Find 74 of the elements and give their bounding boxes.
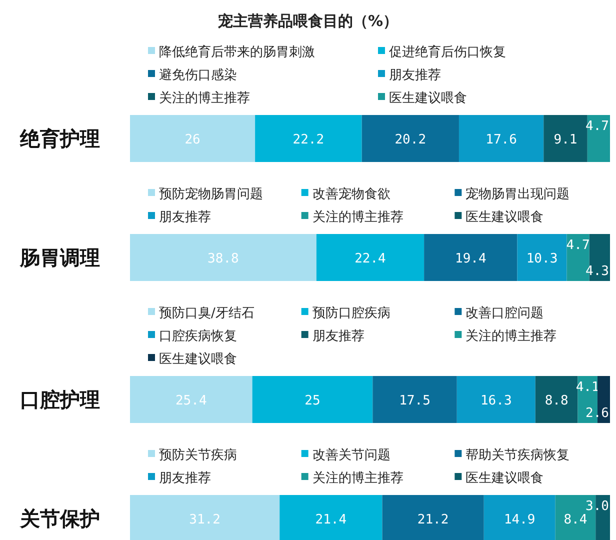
bar bbox=[280, 495, 382, 540]
legend-label: 预防口腔疾病 bbox=[312, 306, 390, 321]
legend-label: 宠物肠胃出现问题 bbox=[466, 187, 570, 202]
legend-label: 关注的博主推荐 bbox=[466, 328, 557, 344]
data-label: 4.3 bbox=[586, 264, 609, 279]
legend-label: 关注的博主推荐 bbox=[312, 209, 404, 225]
legend-label: 医生建议喂食 bbox=[389, 91, 467, 106]
y-tick-label: 绝育护理 bbox=[19, 126, 100, 150]
bar bbox=[255, 115, 362, 162]
data-label: 26 bbox=[184, 132, 200, 148]
data-label: 14.9 bbox=[504, 512, 536, 528]
bar bbox=[458, 115, 544, 162]
data-label: 4.7 bbox=[566, 238, 590, 253]
data-label: 38.8 bbox=[208, 252, 239, 266]
legend-label: 朋友推荐 bbox=[159, 210, 211, 225]
data-label: 21.4 bbox=[315, 512, 347, 528]
legend-label: 降低绝育后带来的肠胃刺激 bbox=[159, 44, 315, 60]
bar bbox=[456, 376, 536, 423]
bar bbox=[424, 234, 518, 281]
bar bbox=[130, 234, 316, 281]
bar bbox=[362, 115, 459, 162]
legend-label: 促进绝育后伤口恢复 bbox=[389, 44, 506, 60]
legend-label: 预防口臭/牙结石 bbox=[159, 306, 254, 321]
data-label: 17.6 bbox=[486, 132, 517, 148]
chart-title: 宠主营养品喂食目的（%） bbox=[216, 12, 398, 30]
bar bbox=[587, 115, 610, 162]
legend-label: 预防宠物肠胃问题 bbox=[159, 187, 263, 202]
data-label: 25.4 bbox=[175, 394, 207, 408]
data-label: 8.8 bbox=[544, 394, 568, 408]
y-tick-label: 口腔护理 bbox=[20, 388, 100, 412]
bar bbox=[130, 376, 252, 423]
bar bbox=[382, 495, 484, 540]
data-label: 17.5 bbox=[399, 394, 430, 408]
legend-label: 关注的博主推荐 bbox=[159, 90, 250, 106]
data-label: 9.1 bbox=[554, 132, 578, 148]
legend-label: 改善口腔问题 bbox=[466, 305, 544, 321]
data-label: 31.2 bbox=[189, 512, 220, 528]
data-label: 10.3 bbox=[526, 252, 558, 266]
data-label: 16.3 bbox=[480, 394, 512, 408]
data-label: 20.2 bbox=[394, 132, 426, 148]
data-label: 8.4 bbox=[564, 512, 588, 528]
bar bbox=[252, 376, 373, 423]
bar bbox=[130, 495, 280, 540]
legend-label: 避免伤口感染 bbox=[159, 68, 237, 83]
legend-label: 医生建议喂食 bbox=[466, 210, 544, 225]
legend-label: 口腔疾病恢复 bbox=[159, 329, 237, 344]
legend-label: 帮助关节疾病恢复 bbox=[466, 448, 570, 463]
data-label: 25 bbox=[304, 394, 320, 408]
data-label: 22.4 bbox=[354, 252, 386, 266]
y-tick-label: 肠胃调理 bbox=[19, 246, 100, 270]
legend-label: 朋友推荐 bbox=[312, 329, 364, 344]
data-label: 22.2 bbox=[292, 132, 324, 148]
data-label: 3.0 bbox=[586, 499, 609, 514]
legend-label: 关注的博主推荐 bbox=[312, 470, 404, 486]
legend-label: 预防关节疾病 bbox=[159, 448, 237, 463]
legend-label: 朋友推荐 bbox=[389, 68, 441, 83]
legend-label: 朋友推荐 bbox=[159, 471, 211, 486]
legend-label: 医生建议喂食 bbox=[159, 352, 237, 367]
bar bbox=[535, 376, 578, 423]
bar bbox=[372, 376, 457, 423]
bar bbox=[130, 115, 256, 162]
legend-label: 医生建议喂食 bbox=[466, 471, 544, 486]
bar bbox=[517, 234, 567, 281]
y-tick-label: 关节保护 bbox=[19, 506, 100, 530]
data-label: 4.1 bbox=[576, 380, 600, 395]
bar bbox=[484, 495, 556, 540]
bar bbox=[316, 234, 424, 281]
bar bbox=[544, 115, 588, 162]
data-label: 21.2 bbox=[417, 512, 449, 528]
data-label: 19.4 bbox=[455, 252, 486, 266]
data-label: 4.7 bbox=[586, 119, 609, 134]
data-label: 2.6 bbox=[586, 406, 609, 421]
legend-label: 改善关节问题 bbox=[312, 447, 390, 463]
legend-label: 改善宠物食欲 bbox=[312, 186, 390, 202]
